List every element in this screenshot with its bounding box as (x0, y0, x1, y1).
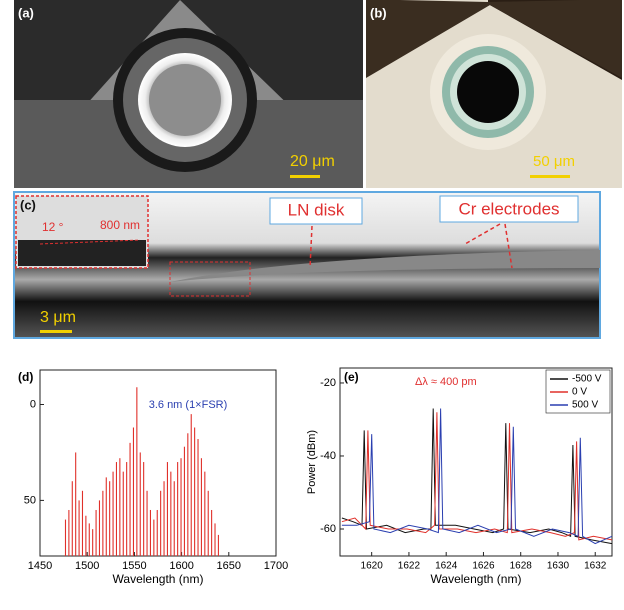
x-tick-label: 1622 (398, 561, 421, 572)
panel-label: (d) (18, 370, 33, 384)
annotation: 3.6 nm (1×FSR) (149, 399, 228, 411)
scale-bar-label: 50 μm (533, 153, 575, 170)
panel-label: (e) (344, 370, 359, 384)
x-tick-label: 1628 (510, 561, 533, 572)
legend-label: 500 V (572, 400, 598, 411)
panel-b (366, 0, 622, 188)
y-tick-label: -60 (320, 523, 336, 535)
inset-label: 12 ° (42, 220, 64, 234)
y-axis-label: Power (dBm) (306, 430, 318, 494)
line (341, 412, 613, 541)
plot-frame (39, 369, 277, 557)
inset-label: 800 nm (100, 218, 140, 232)
scale-bar-label: 20 μm (290, 153, 335, 170)
x-tick-label: 1630 (547, 561, 570, 572)
x-tick-label: 1600 (169, 560, 193, 572)
legend-label: 0 V (572, 387, 587, 398)
plot-frame (339, 367, 613, 557)
x-tick-label: 1500 (75, 560, 99, 572)
scale-bar-label: 3 μm (40, 309, 76, 326)
x-tick-label: 1700 (264, 560, 288, 572)
y-tick-label: 50 (24, 494, 36, 506)
y-tick-label: -40 (320, 450, 336, 462)
series (64, 387, 219, 556)
x-axis-label: Wavelength (nm) (113, 572, 204, 586)
panel-label: (b) (370, 5, 387, 20)
x-tick-label: 1650 (217, 560, 241, 572)
panel-label: (a) (18, 5, 34, 20)
x-tick-label: 1624 (435, 561, 458, 572)
y-tick-label: -20 (320, 377, 336, 389)
series (341, 408, 613, 545)
x-tick-label: 1550 (122, 560, 146, 572)
x-tick-label: 1632 (584, 561, 607, 572)
panel-c (13, 191, 601, 339)
x-tick-label: 1620 (361, 561, 384, 572)
annotation: Δλ ≈ 400 pm (415, 376, 477, 388)
y-tick-label: 0 (30, 398, 36, 410)
labels: (a) 20 μm (b) 50 μm (c) LN disk Cr elect… (18, 5, 575, 326)
panel-a (14, 0, 363, 188)
line (341, 408, 613, 545)
x-tick-label: 1626 (472, 561, 495, 572)
legend-label: -500 V (572, 374, 602, 385)
x-tick-label: 1450 (28, 560, 52, 572)
panel-label: (c) (20, 197, 36, 212)
x-axis-label: Wavelength (nm) (431, 572, 522, 586)
annotation: LN disk (288, 200, 345, 219)
annotation: Cr electrodes (458, 199, 559, 218)
line (341, 408, 613, 545)
